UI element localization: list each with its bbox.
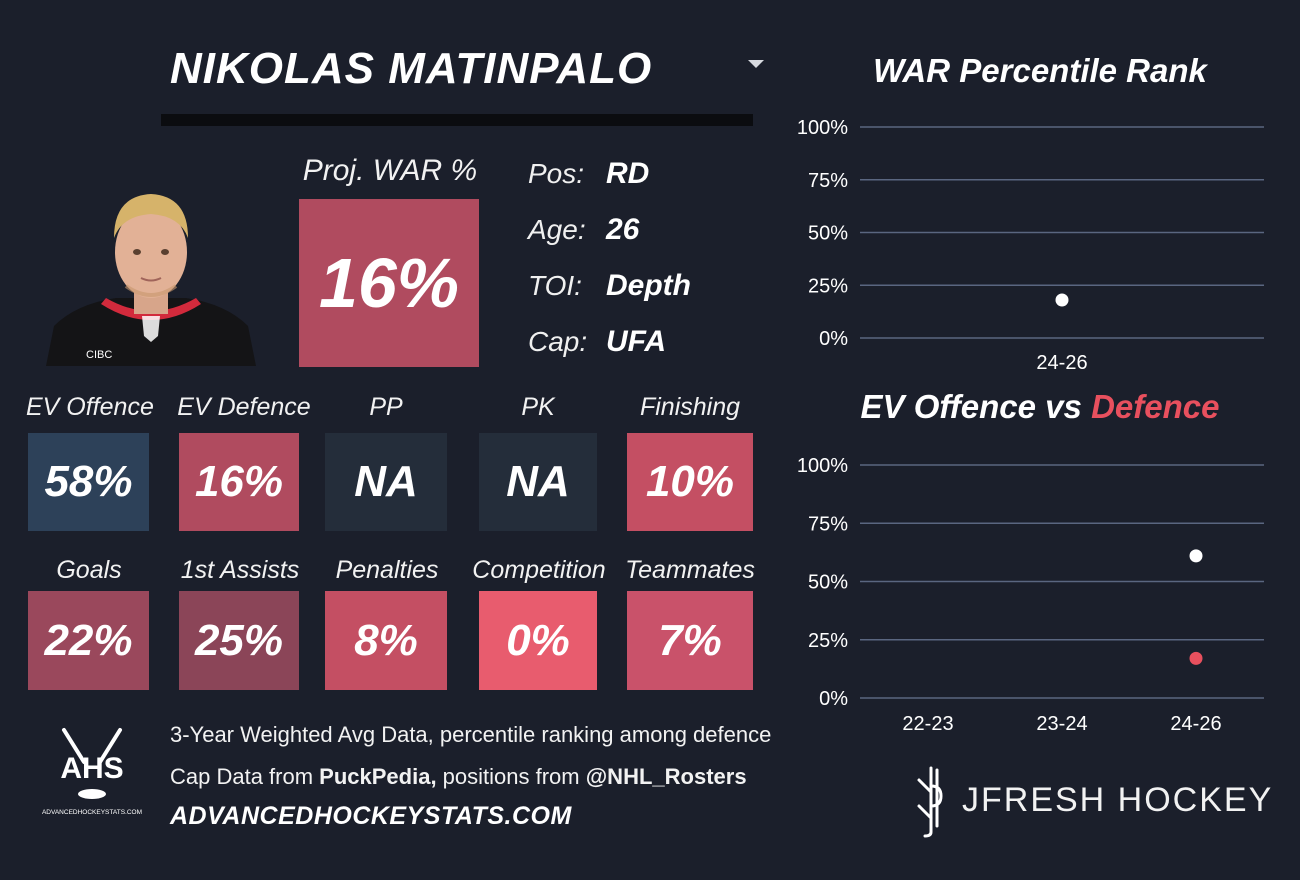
website-url[interactable]: ADVANCEDHOCKEYSTATS.COM: [170, 802, 572, 830]
credits-prefix: Cap Data from: [170, 764, 320, 789]
stat-box-teammates: 7%: [627, 591, 753, 690]
chart-title-ev-part2: Defence: [1091, 388, 1220, 425]
info-value: 26: [606, 213, 640, 246]
info-row-toi: TOI: Depth: [528, 266, 768, 306]
info-row-age: Age: 26: [528, 210, 768, 250]
y-tick-label: 75%: [808, 513, 848, 535]
data-point: [1055, 293, 1069, 307]
y-tick-label: 0%: [819, 688, 848, 710]
stat-label-ev-offence: EV Offence: [26, 393, 154, 421]
proj-war-label: Proj. WAR %: [302, 154, 478, 187]
y-tick-label: 0%: [819, 328, 848, 350]
y-tick-label: 100%: [797, 117, 848, 139]
footnote-data-source: 3-Year Weighted Avg Data, percentile ran…: [170, 722, 772, 747]
x-tick-label: 23-24: [1036, 713, 1087, 735]
stat-label-competition: Competition: [472, 556, 606, 584]
credits-mid: positions from: [436, 764, 586, 789]
stat-label-goals: Goals: [56, 556, 122, 584]
brand-name: JFRESH HOCKEY: [962, 781, 1274, 819]
ahs-logo-text: AHS: [60, 752, 123, 785]
stat-box-ev-defence: 16%: [179, 433, 299, 531]
y-tick-label: 50%: [808, 223, 848, 245]
proj-war-box: 16%: [299, 199, 479, 367]
ahs-logo-subtext: ADVANCEDHOCKEYSTATS.COM: [42, 809, 142, 816]
y-tick-label: 75%: [808, 170, 848, 192]
ev-offence-defence-chart: 0% 25% 50% 75% 100% 22-23 23-24 24-26: [797, 455, 1264, 735]
stat-box-pk: NA: [479, 433, 597, 531]
y-tick-label: 100%: [797, 455, 848, 477]
stat-box-competition: 0%: [479, 591, 597, 690]
y-tick-label: 25%: [808, 630, 848, 652]
stat-label-pp: PP: [369, 393, 403, 421]
war-percentile-chart: 0% 25% 50% 75% 100% 24-26: [797, 117, 1264, 374]
y-tick-label: 50%: [808, 572, 848, 594]
footnote-credits: Cap Data from PuckPedia, positions from …: [170, 764, 747, 790]
caret-down-icon[interactable]: [748, 60, 764, 68]
x-tick-label: 24-26: [1036, 352, 1087, 374]
stat-box-penalties: 8%: [325, 591, 447, 690]
x-tick-label: 24-26: [1170, 713, 1221, 735]
player-headshot: CIBC: [46, 186, 256, 366]
stat-label-pk: PK: [521, 393, 555, 421]
stat-label-penalties: Penalties: [335, 556, 439, 584]
ahs-logo: AHS ADVANCEDHOCKEYSTATS.COM: [40, 726, 144, 818]
stat-label-ev-defence: EV Defence: [177, 393, 311, 421]
info-value: RD: [606, 157, 650, 190]
info-key: TOI:: [528, 270, 582, 301]
chart-title-ev-part1: EV Offence vs: [860, 388, 1092, 425]
name-underline-bar: [161, 114, 753, 126]
player-name: NIKOLAS MATINPALO: [170, 44, 653, 93]
info-key: Pos:: [528, 158, 585, 189]
info-row-cap: Cap: UFA: [528, 322, 768, 362]
stat-label-teammates: Teammates: [625, 556, 755, 584]
puckpedia-credit: PuckPedia,: [319, 764, 437, 789]
chart-title-war: WAR Percentile Rank: [873, 52, 1207, 89]
stat-box-1st-assists: 25%: [179, 591, 299, 690]
jfresh-brand: [905, 766, 1285, 838]
data-point: [1189, 651, 1203, 665]
y-tick-label: 25%: [808, 275, 848, 297]
info-value: UFA: [606, 325, 666, 358]
nhl-rosters-credit: @NHL_Rosters: [585, 764, 747, 789]
data-point: [1189, 549, 1203, 563]
stat-box-ev-offence: 58%: [28, 433, 149, 531]
stat-label-finishing: Finishing: [639, 393, 741, 421]
info-row-pos: Pos: RD: [528, 154, 768, 194]
stat-box-finishing: 10%: [627, 433, 753, 531]
info-value: Depth: [606, 269, 691, 302]
x-tick-label: 22-23: [902, 713, 953, 735]
info-key: Age:: [528, 214, 586, 245]
chart-title-ev: EV Offence vs Defence: [845, 388, 1235, 426]
stat-label-1st-assists: 1st Assists: [180, 556, 300, 584]
stat-box-pp: NA: [325, 433, 447, 531]
info-key: Cap:: [528, 326, 588, 357]
stat-box-goals: 22%: [28, 591, 149, 690]
jersey-logo: CIBC: [86, 349, 112, 361]
